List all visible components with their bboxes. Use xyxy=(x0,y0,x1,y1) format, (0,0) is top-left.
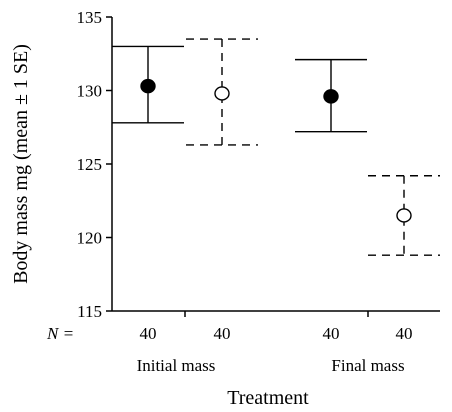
y-tick-label: 115 xyxy=(77,302,102,321)
n-prefix-label: N = xyxy=(46,324,74,343)
y-tick-label: 125 xyxy=(77,155,103,174)
x-ticks xyxy=(184,311,369,317)
x-axis-title: Treatment xyxy=(227,387,309,409)
sample-size-labels: N = 40 40 40 40 xyxy=(46,324,413,343)
data-point-filled xyxy=(295,58,367,133)
n-value: 40 xyxy=(396,324,413,343)
y-tick-label: 130 xyxy=(77,82,103,101)
data-points xyxy=(112,38,440,256)
n-value: 40 xyxy=(214,324,231,343)
y-ticks: 115 120 125 130 135 xyxy=(77,8,112,321)
n-value: 40 xyxy=(323,324,340,343)
n-value: 40 xyxy=(140,324,157,343)
y-tick-label: 135 xyxy=(77,8,103,27)
y-axis-title: Body mass mg (mean ± 1 SE) xyxy=(10,44,32,284)
data-point-open xyxy=(368,175,440,256)
mean-marker xyxy=(214,86,230,101)
y-tick-label: 120 xyxy=(77,229,103,248)
mean-marker xyxy=(396,208,412,223)
mean-marker xyxy=(140,78,156,94)
data-point-filled xyxy=(112,45,184,124)
group-label: Initial mass xyxy=(137,356,216,375)
mean-marker xyxy=(323,89,339,104)
group-label: Final mass xyxy=(331,356,404,375)
axes xyxy=(111,17,440,312)
group-labels: Initial mass Final mass xyxy=(137,356,405,375)
data-point-open xyxy=(186,38,258,146)
